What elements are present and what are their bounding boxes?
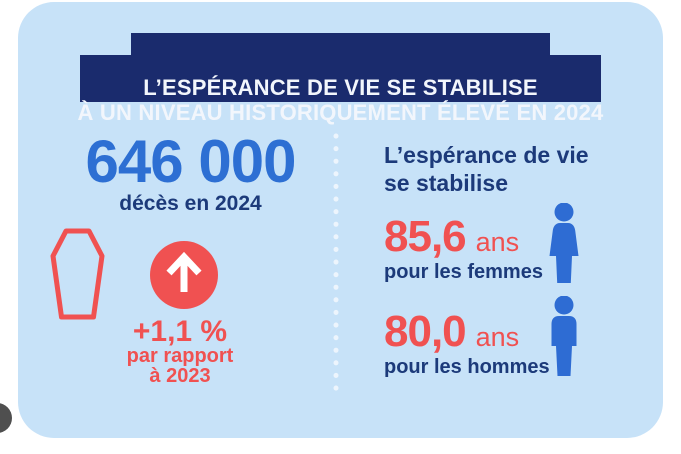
- man-icon: [547, 295, 581, 383]
- banner-title-line2: À UN NIVEAU HISTORIQUEMENT ÉLEVÉ EN 2024: [77, 100, 604, 125]
- increase-label-line1: par rapport: [126, 345, 234, 367]
- increase-badge: [150, 241, 218, 309]
- coffin-icon: [50, 228, 105, 325]
- header-banner: L’ESPÉRANCE DE VIE SE STABILISE À UN NIV…: [18, 33, 663, 125]
- life-expectancy-title: L’espérance de vie se stabilise: [384, 141, 589, 197]
- arrow-up-icon: [150, 239, 218, 312]
- banner-title: L’ESPÉRANCE DE VIE SE STABILISE À UN NIV…: [18, 33, 663, 125]
- men-unit: ans: [475, 322, 520, 352]
- increase-label-line2: à 2023: [149, 365, 211, 387]
- woman-icon: [547, 202, 581, 290]
- page-corner-decoration: [0, 403, 12, 433]
- women-label: pour les femmes: [384, 261, 543, 283]
- men-value: 80,0: [384, 307, 467, 356]
- women-value: 85,6: [384, 212, 467, 261]
- increase-value: +1,1 %: [132, 315, 228, 348]
- increase-label: par rapport à 2023: [95, 346, 265, 386]
- life-expectancy-title-line2: se stabilise: [384, 170, 509, 196]
- banner-bottom-box: [80, 55, 601, 102]
- women-life-expectancy: 85,6 ans: [384, 215, 519, 259]
- life-expectancy-title-line1: L’espérance de vie: [384, 142, 589, 168]
- deaths-count: 646 000: [85, 128, 297, 195]
- dotted-divider: [332, 132, 340, 399]
- men-label: pour les hommes: [384, 356, 550, 378]
- men-life-expectancy: 80,0 ans: [384, 310, 519, 354]
- banner-title-line1: L’ESPÉRANCE DE VIE SE STABILISE: [143, 75, 538, 100]
- deaths-label: décès en 2024: [119, 192, 262, 215]
- women-unit: ans: [475, 227, 520, 257]
- banner-top-box: [131, 33, 550, 55]
- infographic-card: L’ESPÉRANCE DE VIE SE STABILISE À UN NIV…: [18, 2, 663, 438]
